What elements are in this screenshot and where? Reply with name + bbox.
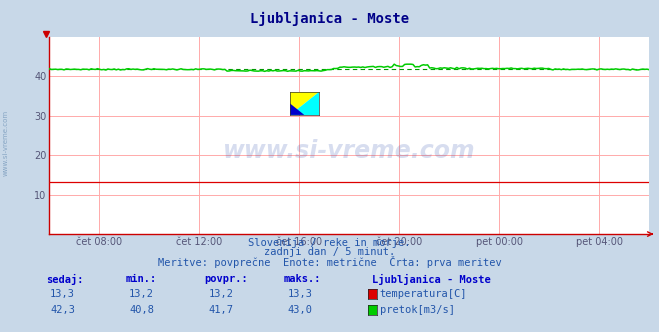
Text: zadnji dan / 5 minut.: zadnji dan / 5 minut. <box>264 247 395 257</box>
Text: sedaj:: sedaj: <box>46 274 84 285</box>
Text: Ljubljanica - Moste: Ljubljanica - Moste <box>250 12 409 26</box>
Text: pretok[m3/s]: pretok[m3/s] <box>380 305 455 315</box>
Text: min.:: min.: <box>125 274 156 284</box>
Text: Meritve: povprečne  Enote: metrične  Črta: prva meritev: Meritve: povprečne Enote: metrične Črta:… <box>158 256 501 268</box>
Text: maks.:: maks.: <box>283 274 321 284</box>
Text: 43,0: 43,0 <box>287 305 312 315</box>
Text: 40,8: 40,8 <box>129 305 154 315</box>
Text: Slovenija / reke in morje.: Slovenija / reke in morje. <box>248 238 411 248</box>
Text: Ljubljanica - Moste: Ljubljanica - Moste <box>372 274 491 285</box>
Text: povpr.:: povpr.: <box>204 274 248 284</box>
Polygon shape <box>290 92 319 115</box>
Text: 13,3: 13,3 <box>50 289 75 299</box>
Text: 42,3: 42,3 <box>50 305 75 315</box>
Polygon shape <box>290 103 304 115</box>
Text: 41,7: 41,7 <box>208 305 233 315</box>
Text: temperatura[C]: temperatura[C] <box>380 289 467 299</box>
Text: 13,3: 13,3 <box>287 289 312 299</box>
Polygon shape <box>290 92 319 115</box>
Text: 13,2: 13,2 <box>208 289 233 299</box>
Text: 13,2: 13,2 <box>129 289 154 299</box>
Text: www.si-vreme.com: www.si-vreme.com <box>223 139 476 163</box>
Text: www.si-vreme.com: www.si-vreme.com <box>2 110 9 176</box>
